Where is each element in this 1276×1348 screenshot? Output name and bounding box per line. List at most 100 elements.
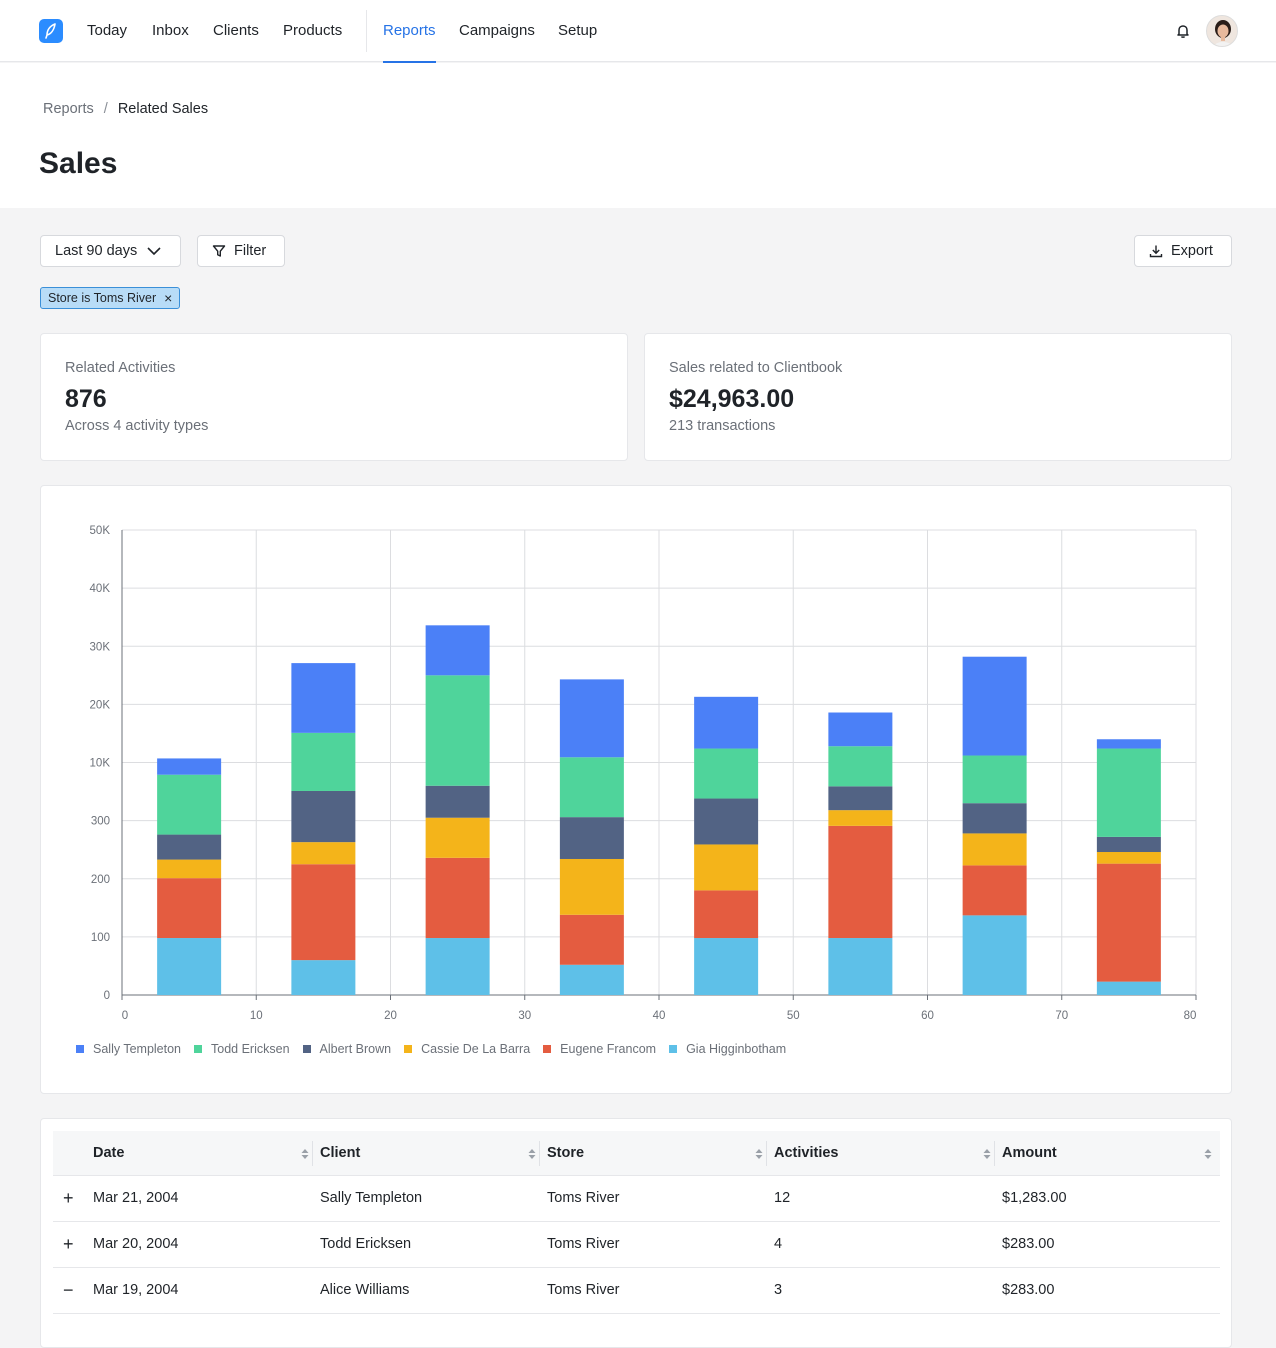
bar-segment [962, 865, 1027, 916]
sort-icon[interactable] [982, 1147, 992, 1161]
export-button[interactable]: Export [1134, 235, 1232, 267]
nav-divider [366, 10, 367, 52]
bar-segment [828, 746, 893, 787]
legend-swatch [302, 1045, 311, 1053]
bar-segment [962, 915, 1027, 995]
filter-button[interactable]: Filter [197, 235, 285, 267]
nav-today[interactable]: Today [87, 22, 128, 39]
x-tick-label: 50 [787, 1010, 800, 1022]
nav-clients[interactable]: Clients [213, 22, 259, 39]
breadcrumb-parent-link[interactable]: Reports [43, 101, 94, 117]
bell-icon[interactable] [1174, 22, 1192, 40]
bar-segment [157, 878, 222, 939]
legend-swatch [194, 1045, 203, 1053]
bar-segment [1096, 863, 1161, 982]
bar-segment [694, 890, 759, 939]
column-header-date[interactable]: Date [93, 1145, 125, 1161]
nav-setup[interactable]: Setup [558, 22, 598, 39]
page-header: Reports / Related Sales Sales [0, 63, 1276, 208]
breadcrumb: Reports / Related Sales [43, 101, 208, 117]
legend-label: Cassie De La Barra [421, 1042, 531, 1056]
legend-item[interactable]: Eugene Francom [543, 1042, 656, 1056]
bar-segment [157, 859, 222, 879]
y-tick-label: 300 [91, 816, 110, 828]
avatar-icon [1207, 16, 1237, 46]
column-header-store[interactable]: Store [547, 1145, 585, 1161]
cell-client: Alice Williams [320, 1282, 410, 1298]
sort-icon[interactable] [300, 1147, 310, 1161]
cell-amount: $283.00 [1002, 1282, 1055, 1298]
chart-legend: Sally Templeton Todd Ericksen Albert Brown… [76, 1042, 799, 1056]
stat-subtext: 213 transactions [669, 418, 776, 434]
stat-label: Related Activities [65, 360, 176, 376]
x-tick-label: 10 [250, 1010, 263, 1022]
bar-segment [962, 833, 1027, 866]
expand-row-icon[interactable]: + [63, 1234, 74, 1254]
table-row[interactable]: + Mar 20, 2004 Todd Ericksen Toms River 4 $28… [53, 1222, 1220, 1268]
nav-inbox[interactable]: Inbox [152, 22, 189, 39]
bar-segment [1096, 852, 1161, 864]
legend-item[interactable]: Sally Templeton [76, 1042, 181, 1056]
x-tick-label: 0 [122, 1010, 128, 1022]
column-header-activities[interactable]: Activities [774, 1145, 839, 1161]
bar-segment [828, 786, 893, 811]
legend-item[interactable]: Cassie De La Barra [404, 1042, 530, 1056]
export-label: Export [1171, 243, 1213, 259]
cell-date: Mar 20, 2004 [93, 1236, 179, 1252]
breadcrumb-current: Related Sales [117, 101, 209, 117]
bar-segment [559, 679, 624, 758]
x-tick-label: 70 [1055, 1010, 1068, 1022]
bar-segment [828, 825, 893, 939]
legend-item[interactable]: Albert Brown [302, 1042, 392, 1056]
column-separator [539, 1141, 540, 1166]
cell-client: Todd Ericksen [320, 1236, 412, 1252]
bar-segment [291, 842, 356, 865]
legend-item[interactable]: Gia Higginbotham [669, 1042, 786, 1056]
bar-segment [425, 817, 490, 858]
table-row[interactable]: − Mar 19, 2004 Alice Williams Toms River 3 $2… [53, 1268, 1220, 1314]
cell-amount: $1,283.00 [1002, 1190, 1067, 1206]
sort-icon[interactable] [1203, 1147, 1213, 1161]
bar-segment [559, 817, 624, 859]
sort-icon[interactable] [527, 1147, 537, 1161]
cell-client: Sally Templeton [320, 1190, 423, 1206]
table-row[interactable]: + Mar 21, 2004 Sally Templeton Toms River 12… [53, 1176, 1220, 1222]
related-sales-card: Sales related to Clientbook $24,963.00 2… [644, 333, 1232, 461]
x-tick-label: 80 [1184, 1010, 1197, 1022]
expand-row-icon[interactable]: + [63, 1188, 74, 1208]
x-tick-label: 30 [518, 1010, 531, 1022]
stat-value: 876 [65, 385, 107, 413]
legend-label: Albert Brown [319, 1042, 392, 1056]
legend-item[interactable]: Todd Ericksen [194, 1042, 290, 1056]
nav-reports[interactable]: Reports [383, 0, 436, 63]
x-tick-label: 60 [921, 1010, 934, 1022]
cell-activities: 3 [774, 1282, 783, 1298]
y-tick-label: 0 [104, 990, 110, 1002]
user-avatar[interactable] [1206, 15, 1238, 47]
nav-products[interactable]: Products [283, 22, 343, 39]
column-header-client[interactable]: Client [320, 1145, 361, 1161]
active-filter-label: Store is Toms River [48, 291, 157, 305]
collapse-row-icon[interactable]: − [63, 1280, 74, 1300]
x-tick-label: 40 [653, 1010, 666, 1022]
legend-label: Gia Higginbotham [686, 1042, 787, 1056]
app-logo[interactable] [39, 19, 63, 43]
bar-segment [559, 964, 624, 995]
bar-segment [828, 938, 893, 995]
sort-icon[interactable] [754, 1147, 764, 1161]
y-tick-label: 200 [91, 874, 110, 886]
chevron-down-icon [147, 246, 161, 255]
bar-segment [559, 914, 624, 965]
sales-chart-card: 0 100 200 300 10K 20K 30K 40K 50K 0 10 20 30 40 50 60 70… [40, 485, 1232, 1094]
top-navigation: Today Inbox Clients Products Reports Campaign… [0, 0, 1276, 63]
date-range-dropdown[interactable]: Last 90 days [40, 235, 181, 267]
bar-segment [425, 625, 490, 676]
x-tick-label: 20 [384, 1010, 397, 1022]
feather-icon [45, 23, 56, 39]
nav-campaigns[interactable]: Campaigns [459, 22, 535, 39]
breadcrumb-separator: / [103, 101, 108, 117]
column-header-amount[interactable]: Amount [1002, 1145, 1057, 1161]
bar-segment [425, 675, 490, 786]
remove-filter-icon[interactable]: × [164, 290, 173, 306]
cell-amount: $283.00 [1002, 1236, 1055, 1252]
